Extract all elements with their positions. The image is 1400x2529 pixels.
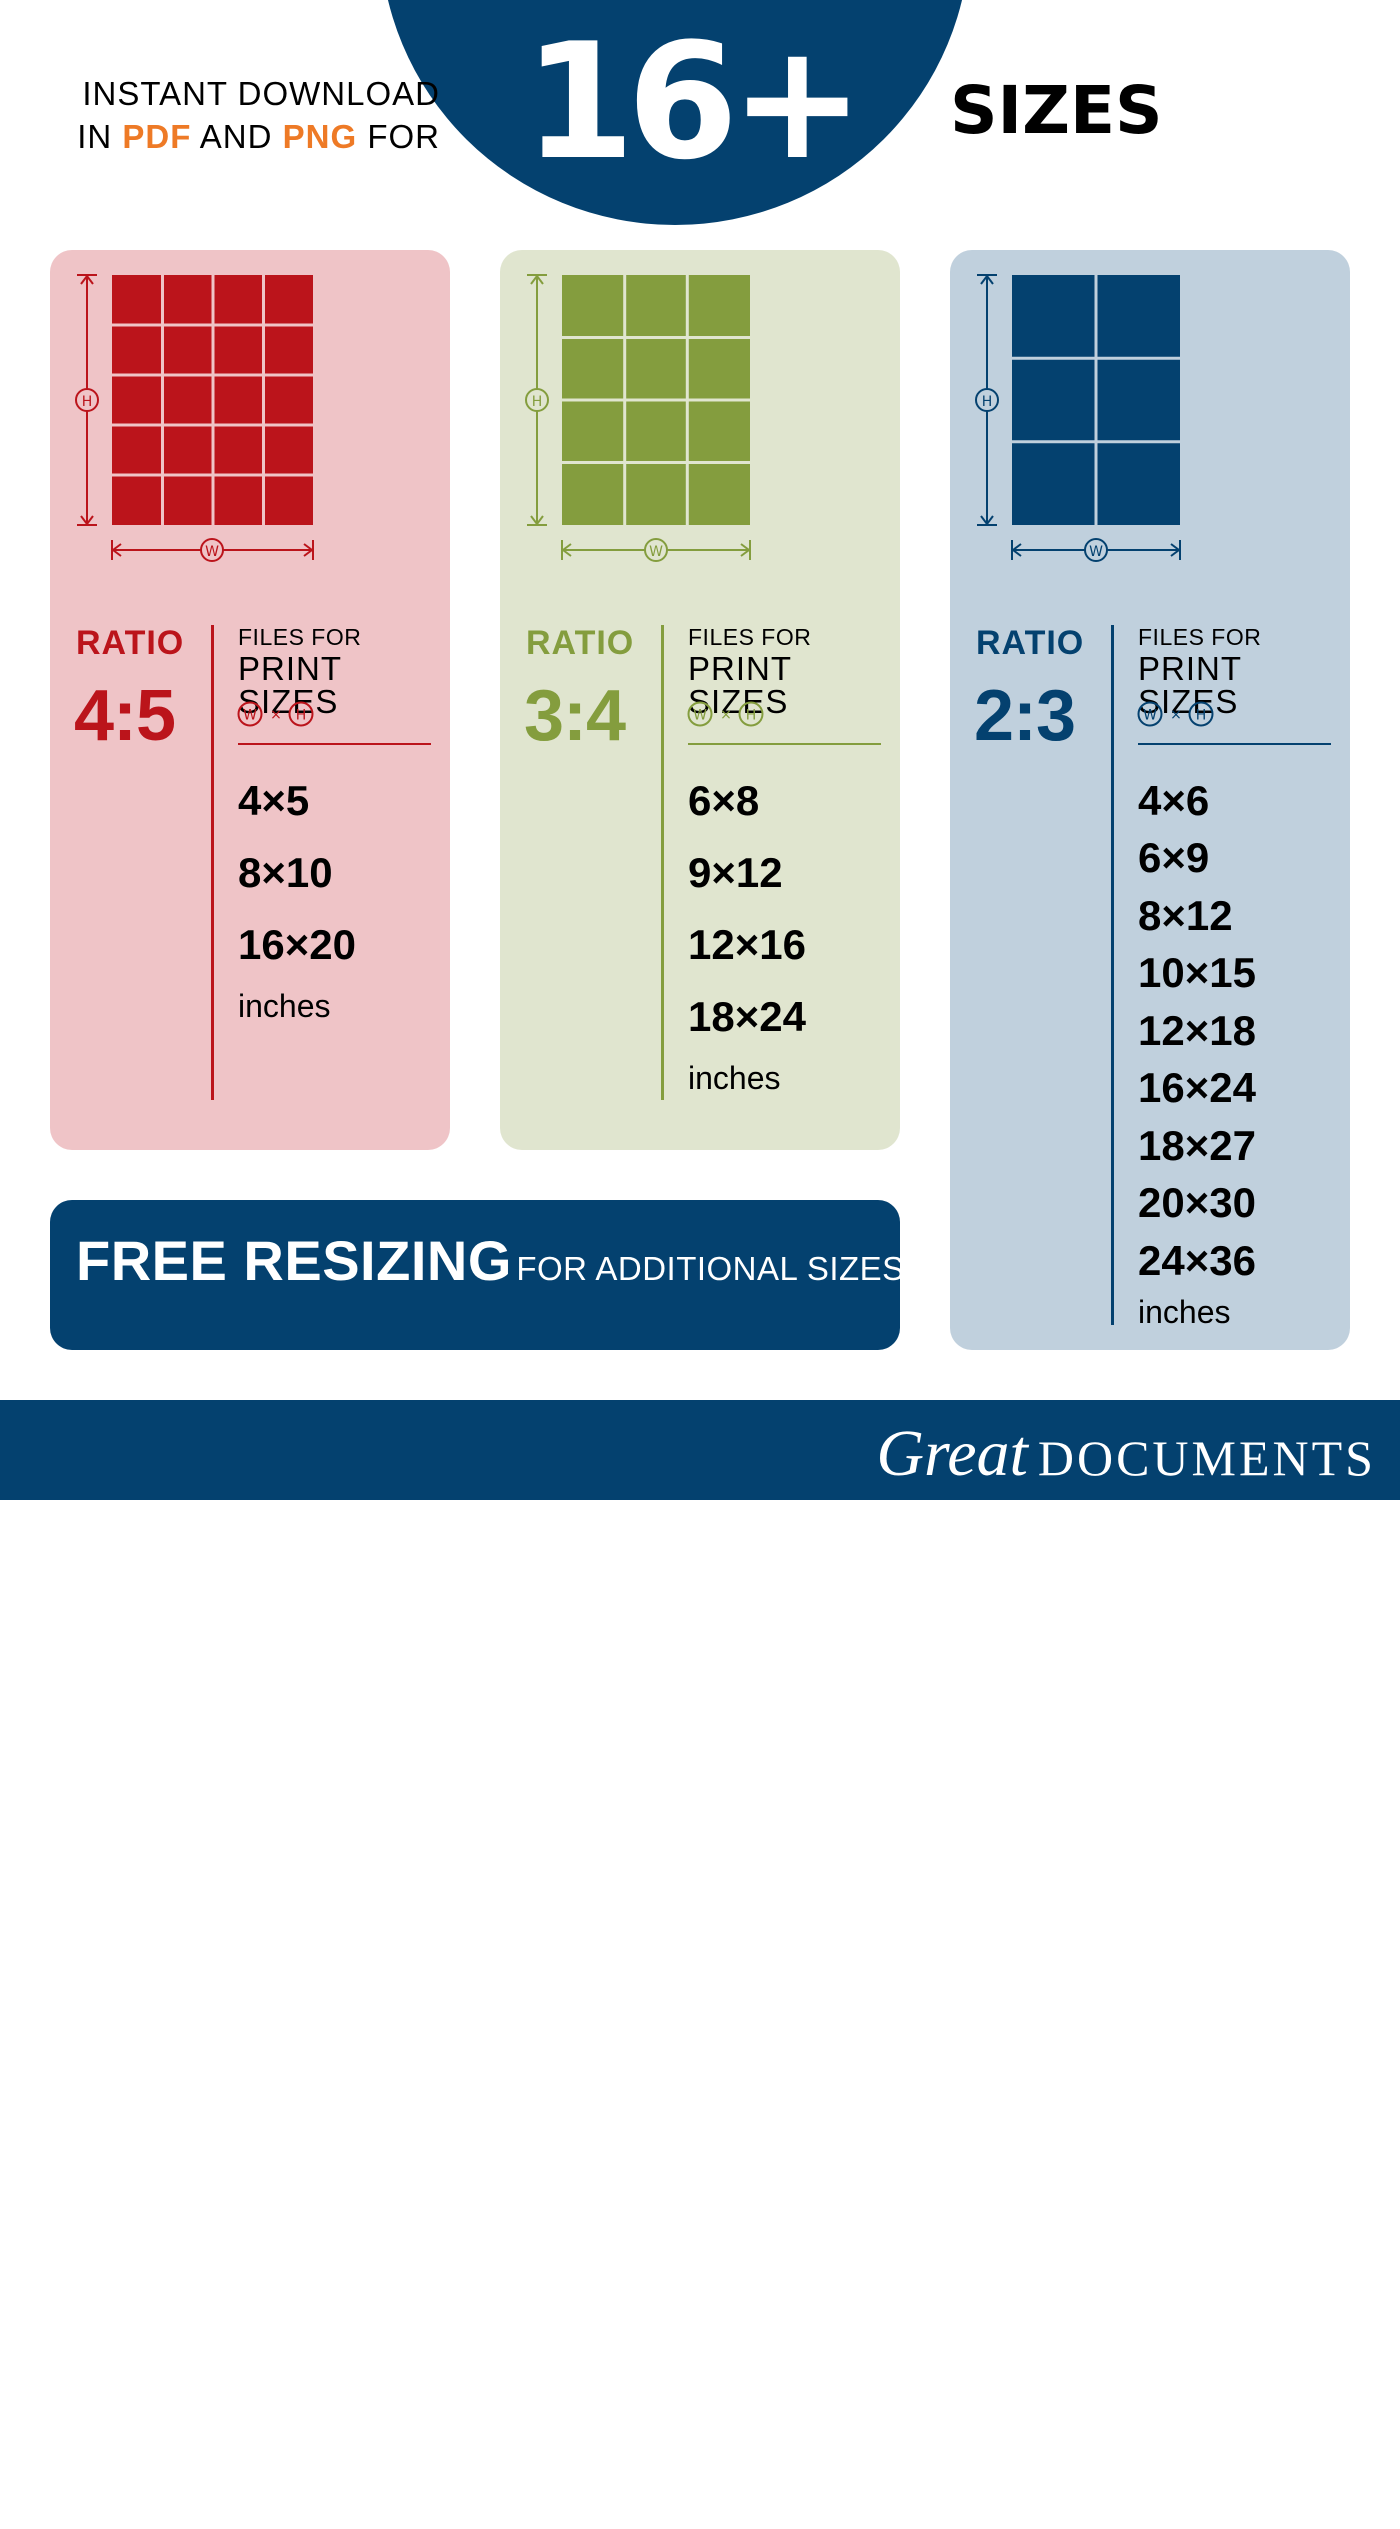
intro-line-2: IN PDF AND PNG FOR: [50, 115, 440, 158]
svg-text:H: H: [82, 394, 93, 410]
size-item: 6×8: [688, 777, 760, 824]
svg-text:×: ×: [270, 707, 282, 723]
svg-text:W: W: [1089, 544, 1103, 560]
ratio-value: 4:5: [74, 676, 176, 756]
free-resizing-banner: FREE RESIZING FOR ADDITIONAL SIZES Pleas…: [50, 1200, 904, 2528]
svg-text:H: H: [296, 708, 307, 724]
unit-label: inches: [688, 1060, 781, 1096]
grid-diagram-3-4: H W: [525, 274, 751, 562]
intro-in: IN: [77, 118, 113, 155]
ratio-label: RATIO: [976, 624, 1085, 662]
size-item: 4×6: [1138, 777, 1210, 824]
banner-rest: FOR ADDITIONAL SIZES: [516, 1250, 905, 1287]
size-count: 16+: [523, 8, 865, 195]
unit-label: inches: [1138, 1294, 1231, 1330]
brand-logo: Great DOCUMENTS: [876, 1416, 1376, 1492]
size-item: 16×20: [238, 921, 356, 968]
size-item: 18×27: [1138, 1122, 1256, 1169]
svg-text:W: W: [649, 544, 663, 560]
print-sizes-label: PRINT SIZES: [238, 650, 342, 720]
divider-vertical: [661, 625, 664, 1100]
svg-text:H: H: [746, 708, 757, 724]
print-sizes-label: PRINT SIZES: [1138, 650, 1242, 720]
svg-text:W: W: [1143, 708, 1157, 724]
w-by-h-icon: W × H: [237, 701, 314, 727]
files-for-label: FILES FOR: [1138, 624, 1262, 650]
footer-bar: Great DOCUMENTS: [0, 1400, 1400, 1500]
ratio-label: RATIO: [76, 624, 185, 662]
svg-text:×: ×: [720, 707, 732, 723]
size-item: 12×18: [1138, 1007, 1256, 1054]
ratio-value: 3:4: [524, 676, 626, 756]
intro-for: FOR: [367, 118, 440, 155]
files-for-label: FILES FOR: [688, 624, 812, 650]
card-text-2-3: RATIO 2:3 FILES FOR PRINT SIZES W × H 4×…: [950, 0, 1350, 1350]
card-text-3-4: RATIO 3:4 FILES FOR PRINT SIZES W × H 6×…: [500, 0, 900, 1150]
ratio-card-4-5: H W: [50, 250, 450, 1150]
print-sizes-label: PRINT SIZES: [688, 650, 792, 720]
grid-lines-4-5: [112, 275, 313, 525]
unit-label: inches: [238, 988, 331, 1024]
brand-script: Great: [876, 1417, 1028, 1490]
grid-diagram-2-3: H W: [975, 274, 1181, 562]
download-intro: INSTANT DOWNLOAD IN PDF AND PNG FOR: [50, 72, 440, 158]
format-png: PNG: [282, 118, 358, 155]
grid-lines-3-4: [562, 275, 750, 525]
intro-and: AND: [199, 118, 273, 155]
svg-text:H: H: [532, 394, 543, 410]
size-item: 10×15: [1138, 949, 1256, 996]
size-item: 18×24: [688, 993, 806, 1040]
divider-vertical: [1111, 625, 1114, 1325]
format-pdf: PDF: [122, 118, 192, 155]
grid-diagram-4-5: H W: [75, 274, 314, 562]
ratio-card-3-4: H W: [500, 250, 900, 1150]
size-item: 16×24: [1138, 1064, 1256, 1111]
svg-text:W: W: [693, 708, 707, 724]
size-item: 24×36: [1138, 1237, 1256, 1284]
divider-horizontal: [238, 743, 431, 745]
delivery-note: Please allow up to 48 business hours for…: [76, 2503, 553, 2528]
size-item: 12×16: [688, 921, 806, 968]
sizes-label: SIZES: [950, 72, 1163, 149]
svg-text:×: ×: [1170, 707, 1182, 723]
svg-text:H: H: [1196, 708, 1207, 724]
ratio-card-2-3: H W: [950, 250, 1350, 1350]
files-for-label: FILES FOR: [238, 624, 362, 650]
divider-vertical: [211, 625, 214, 1100]
w-by-h-icon: W × H: [687, 701, 764, 727]
divider-horizontal: [688, 743, 881, 745]
size-item: 6×9: [1138, 834, 1210, 881]
svg-text:H: H: [982, 394, 993, 410]
banner-strong: FREE RESIZING: [76, 1229, 512, 1292]
w-by-h-icon: W × H: [1137, 701, 1214, 727]
card-text-4-5: RATIO 4:5 FILES FOR PRINT SIZES W × H 4×…: [50, 0, 450, 1150]
size-item: 8×12: [1138, 892, 1233, 939]
size-item: 9×12: [688, 849, 783, 896]
divider-horizontal: [1138, 743, 1331, 745]
ratio-value: 2:3: [974, 676, 1076, 756]
size-item: 8×10: [238, 849, 333, 896]
size-item: 4×5: [238, 777, 310, 824]
grid-lines-2-3: [1012, 275, 1180, 525]
intro-line-1: INSTANT DOWNLOAD: [82, 75, 440, 112]
ratio-label: RATIO: [526, 624, 635, 662]
svg-text:W: W: [243, 708, 257, 724]
brand-caps: DOCUMENTS: [1037, 1430, 1376, 1486]
banner-headline: FREE RESIZING FOR ADDITIONAL SIZES: [76, 1228, 905, 1293]
size-item: 20×30: [1138, 1179, 1256, 1226]
svg-text:W: W: [205, 544, 219, 560]
